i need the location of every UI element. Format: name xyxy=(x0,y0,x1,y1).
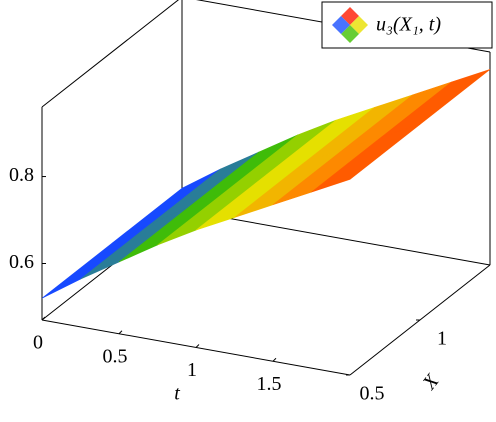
surface-cell xyxy=(41,223,151,299)
y-tick-label: 1 xyxy=(437,328,447,350)
x-tick xyxy=(118,330,123,335)
surface xyxy=(41,69,491,299)
box-edge xyxy=(41,0,179,108)
y-tick-label: 0.5 xyxy=(360,383,385,405)
ticks: 0 0.5 1 1.5 0.5 1 0.6 0.8 xyxy=(9,164,447,404)
x-tick xyxy=(272,357,277,362)
z-tick-label: 0.8 xyxy=(9,164,34,186)
legend: u₃(X₁, t) xyxy=(321,1,493,49)
y-axis-label: X xyxy=(418,370,444,395)
x-tick xyxy=(195,344,200,348)
surface-cell xyxy=(311,124,421,193)
surface-cell xyxy=(80,206,190,280)
box-edge xyxy=(181,209,491,266)
x-tick-label: 1.5 xyxy=(257,373,282,395)
x-tick-label: 0.5 xyxy=(103,345,128,367)
x-tick-label: 1 xyxy=(187,359,197,381)
x-tick xyxy=(41,316,46,321)
legend-icon xyxy=(332,16,350,34)
x-axis-label: t xyxy=(174,383,180,405)
x-tick-label: 0 xyxy=(33,332,43,354)
legend-label: u₃(X₁, t) xyxy=(376,14,441,36)
z-tick-label: 0.6 xyxy=(9,251,34,273)
